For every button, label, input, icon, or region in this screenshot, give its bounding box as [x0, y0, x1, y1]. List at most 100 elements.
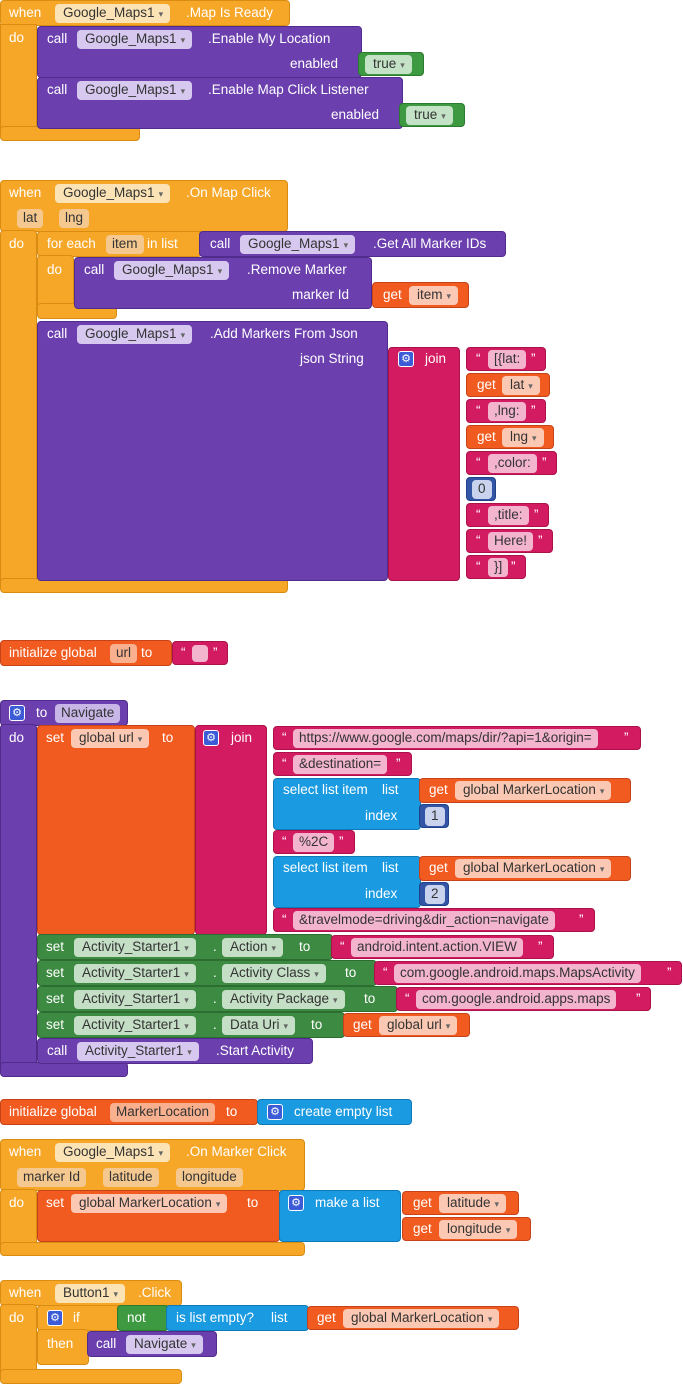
var-dropdown[interactable]: item ▾ — [409, 286, 459, 305]
text-value[interactable]: com.google.android.apps.maps — [416, 990, 617, 1009]
open-quote: “ — [476, 351, 481, 366]
text-value[interactable]: [{lat: — [488, 350, 527, 369]
close-quote: ” — [534, 507, 539, 522]
component-dropdown[interactable]: Google_Maps1 ▾ — [77, 81, 193, 100]
number-value[interactable]: 2 — [425, 885, 445, 904]
set-label: set — [46, 1195, 65, 1210]
param-longitude[interactable]: longitude — [176, 1168, 243, 1187]
component-dropdown[interactable]: Activity_Starter1 ▾ — [74, 964, 196, 983]
close-quote: ” — [667, 965, 672, 980]
component-dropdown[interactable]: Google_Maps1 ▾ — [55, 4, 171, 23]
var-dropdown[interactable]: global url ▾ — [379, 1016, 458, 1035]
if-arm — [37, 1329, 89, 1365]
param-lng[interactable]: lng — [59, 209, 90, 228]
gear-icon[interactable]: ⚙ — [267, 1104, 283, 1120]
item-var[interactable]: item — [106, 235, 144, 254]
var-dropdown[interactable]: lat ▾ — [502, 376, 540, 395]
text-value[interactable]: ,color: — [488, 454, 537, 473]
param-latitude[interactable]: latitude — [103, 1168, 159, 1187]
component-dropdown[interactable]: Button1 ▾ — [55, 1284, 126, 1303]
open-quote: “ — [476, 533, 481, 548]
param-lat[interactable]: lat — [17, 209, 44, 228]
do-label: do — [9, 1195, 25, 1210]
close-quote: ” — [531, 403, 536, 418]
join-block[interactable] — [388, 347, 460, 581]
select-list-item-block[interactable] — [273, 778, 421, 830]
var-dropdown[interactable]: global MarkerLocation ▾ — [455, 859, 612, 878]
set-global-url-block[interactable] — [37, 725, 195, 935]
gear-icon[interactable]: ⚙ — [203, 730, 219, 746]
component-dropdown[interactable]: Activity_Starter1 ▾ — [74, 990, 196, 1009]
to-label: to — [36, 705, 48, 720]
text-value[interactable]: &travelmode=driving&dir_action=navigate — [293, 911, 555, 930]
component-dropdown[interactable]: Google_Maps1 ▾ — [55, 1143, 171, 1162]
text-value[interactable]: &destination= — [293, 755, 388, 774]
property-dropdown[interactable]: Activity Package ▾ — [222, 990, 345, 1009]
not-label: not — [127, 1310, 146, 1325]
close-quote: ” — [624, 730, 629, 745]
text-value[interactable] — [192, 645, 208, 662]
method-name: .Remove Marker — [247, 262, 347, 277]
call-label: call — [47, 1043, 68, 1058]
true-dropdown[interactable]: true ▾ — [406, 106, 453, 125]
component-dropdown[interactable]: Google_Maps1 ▾ — [55, 184, 171, 203]
number-value[interactable]: 0 — [472, 480, 492, 499]
event-name: .Click — [138, 1285, 171, 1300]
true-dropdown[interactable]: true ▾ — [365, 55, 412, 74]
event-footer — [0, 1369, 182, 1384]
text-value[interactable]: https://www.google.com/maps/dir/?api=1&o… — [293, 729, 598, 748]
component-dropdown[interactable]: Google_Maps1 ▾ — [77, 325, 193, 344]
to-label: to — [345, 965, 357, 980]
var-dropdown[interactable]: global url ▾ — [71, 729, 150, 748]
gear-icon[interactable]: ⚙ — [398, 351, 414, 367]
text-value[interactable]: ,title: — [488, 506, 529, 525]
procedure-footer — [0, 1062, 128, 1077]
property-dropdown[interactable]: Activity Class ▾ — [222, 964, 326, 983]
dot: . — [213, 1017, 217, 1032]
is-list-empty-block[interactable] — [166, 1305, 309, 1331]
component-dropdown[interactable]: Google_Maps1 ▾ — [77, 30, 193, 49]
number-value[interactable]: 1 — [425, 807, 445, 826]
init-block[interactable] — [0, 640, 172, 666]
component-dropdown[interactable]: Activity_Starter1 ▾ — [74, 938, 196, 957]
component-dropdown[interactable]: Activity_Starter1 ▾ — [77, 1042, 199, 1061]
join-block[interactable] — [195, 725, 267, 935]
open-quote: “ — [340, 939, 345, 954]
to-label: to — [162, 730, 174, 745]
call-add-markers-from-json[interactable] — [37, 321, 388, 581]
dot: . — [213, 991, 217, 1006]
component-dropdown[interactable]: Activity_Starter1 ▾ — [74, 1016, 196, 1035]
text-value[interactable]: ,lng: — [488, 402, 526, 421]
text-value[interactable]: %2C — [293, 833, 335, 852]
gear-icon[interactable]: ⚙ — [9, 705, 25, 721]
param-marker-id[interactable]: marker Id — [17, 1168, 87, 1187]
property-dropdown[interactable]: Data Uri ▾ — [222, 1016, 296, 1035]
text-value[interactable]: com.google.android.maps.MapsActivity — [394, 964, 641, 983]
gear-icon[interactable]: ⚙ — [47, 1310, 63, 1326]
do-label: do — [9, 30, 25, 45]
open-quote: “ — [181, 645, 186, 660]
close-quote: ” — [538, 533, 543, 548]
var-dropdown[interactable]: longitude ▾ — [439, 1220, 518, 1239]
text-value[interactable]: }] — [488, 558, 509, 577]
procedure-name[interactable]: Navigate — [55, 704, 121, 723]
close-quote: ” — [511, 559, 516, 574]
var-name[interactable]: url — [110, 644, 138, 663]
component-dropdown[interactable]: Google_Maps1 ▾ — [114, 261, 230, 280]
event-do-arm — [0, 24, 37, 136]
when-label: when — [9, 1285, 42, 1300]
text-value[interactable]: Here! — [488, 532, 534, 551]
var-dropdown[interactable]: global MarkerLocation ▾ — [71, 1194, 228, 1213]
var-dropdown[interactable]: lng ▾ — [502, 428, 544, 447]
set-label: set — [46, 991, 65, 1006]
text-value[interactable]: android.intent.action.VIEW — [351, 938, 523, 957]
component-dropdown[interactable]: Google_Maps1 ▾ — [240, 235, 356, 254]
procedure-arm — [0, 724, 37, 1069]
gear-icon[interactable]: ⚙ — [288, 1195, 304, 1211]
procedure-dropdown[interactable]: Navigate ▾ — [126, 1335, 203, 1354]
property-dropdown[interactable]: Action ▾ — [222, 938, 284, 957]
var-dropdown[interactable]: global MarkerLocation ▾ — [455, 781, 612, 800]
var-dropdown[interactable]: global MarkerLocation ▾ — [343, 1309, 500, 1328]
var-name[interactable]: MarkerLocation — [110, 1103, 216, 1122]
var-dropdown[interactable]: latitude ▾ — [439, 1194, 507, 1213]
